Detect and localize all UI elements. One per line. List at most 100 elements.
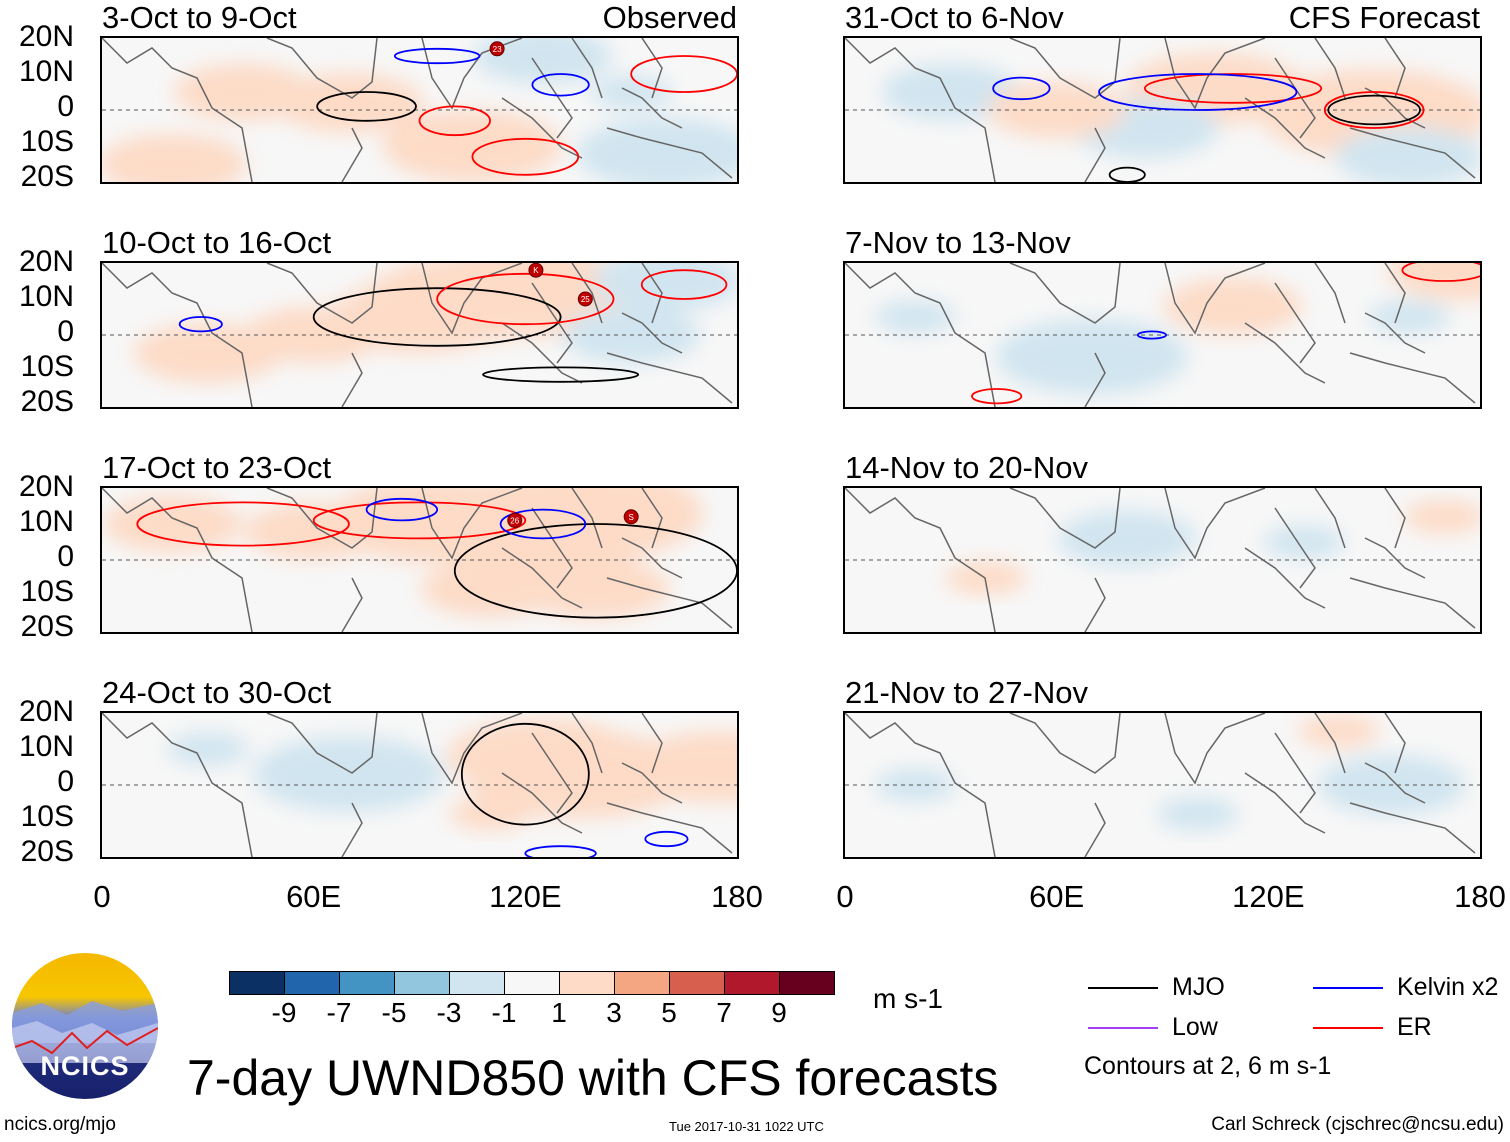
coastline: [501, 772, 583, 834]
coastline: [1244, 547, 1326, 609]
lon-tick-label: 180: [1454, 879, 1506, 914]
coastline: [1364, 87, 1426, 129]
mjo-contour: [1327, 94, 1421, 126]
kelvin-contour: [499, 508, 587, 540]
kelvin-contour: [1136, 330, 1167, 340]
colorbar-swatch: [615, 972, 670, 994]
er-contour: [418, 105, 491, 137]
coastline: [1244, 772, 1326, 834]
panel-title: 10-Oct to 16-Oct: [102, 225, 332, 260]
anomaly-shading: [446, 718, 639, 795]
footer-author: Carl Schreck (cjschrec@ncsu.edu): [1211, 1114, 1504, 1135]
anomaly-shading: [995, 318, 1188, 395]
map-panel: 26 S: [100, 486, 739, 634]
lon-tick-label: 60E: [286, 879, 342, 914]
coastline: [1384, 488, 1406, 549]
panel-label: CFS Forecast: [1288, 0, 1480, 35]
colorbar-swatch: [560, 972, 615, 994]
svg-text:K: K: [533, 266, 539, 275]
coastline: [341, 802, 363, 857]
coastline: [341, 352, 363, 407]
coastline: [1349, 577, 1476, 629]
svg-text:S: S: [628, 513, 633, 522]
colorbar-label: -3: [436, 997, 462, 1028]
colorbar-swatch: [395, 972, 450, 994]
lat-tick-label: 10N: [18, 730, 74, 763]
coastline: [1384, 38, 1406, 99]
coastline: [621, 312, 683, 354]
panel-label: Observed: [602, 0, 737, 35]
coastline: [501, 547, 583, 609]
er-contour: [630, 55, 737, 93]
mjo-contour: [453, 523, 737, 619]
colorbar-label: 3: [606, 997, 622, 1028]
coastline: [1084, 352, 1106, 407]
anomaly-shading: [1298, 714, 1380, 748]
colorbar-label: 1: [551, 997, 567, 1028]
coastline: [1009, 38, 1121, 99]
lat-tick-label: 20N: [18, 245, 74, 278]
panel-title: 7-Nov to 13-Nov: [845, 225, 1071, 260]
coastline: [531, 507, 573, 589]
coastline: [102, 263, 253, 407]
anomaly-shading: [133, 322, 283, 384]
coastline: [266, 263, 378, 324]
coastline: [421, 713, 523, 785]
footer-timestamp: Tue 2017-10-31 1022 UTC: [669, 1119, 824, 1134]
anomaly-shading: [592, 263, 737, 312]
map-panel: [843, 36, 1482, 184]
lat-tick-label: 10N: [18, 55, 74, 88]
footer-link[interactable]: ncics.org/mjo: [4, 1114, 116, 1135]
coastline: [1314, 263, 1346, 324]
anomaly-shading: [103, 495, 242, 553]
coastline: [341, 577, 363, 632]
coastline: [421, 488, 523, 560]
anomaly-shading: [274, 72, 424, 133]
coastline: [1314, 38, 1346, 99]
kelvin-contour: [1098, 73, 1298, 111]
coastline: [531, 282, 573, 364]
lat-tick-label: 20S: [20, 160, 74, 193]
coastline: [621, 762, 683, 804]
colorbar-label: -5: [381, 997, 407, 1028]
anomaly-shading: [252, 736, 445, 813]
lat-tick-label: 0: [57, 315, 74, 348]
kelvin-contour: [178, 316, 223, 333]
coastline: [621, 87, 683, 129]
map-panel: 23: [100, 36, 739, 184]
er-contour: [136, 501, 350, 547]
lat-tick-label: 20N: [18, 470, 74, 503]
coastline: [266, 713, 378, 774]
logo-text: NCICS: [40, 1051, 130, 1081]
tropical-cyclone-marker: 26: [507, 512, 523, 528]
coastline: [1314, 488, 1346, 549]
tropical-cyclone-marker: 25: [577, 291, 593, 307]
panel-title: 3-Oct to 9-Oct: [102, 0, 297, 35]
colorbar-swatch: [505, 972, 560, 994]
coastline: [1009, 713, 1121, 774]
panel-title: 24-Oct to 30-Oct: [102, 675, 332, 710]
anomaly-shading: [874, 768, 957, 802]
coastline: [1084, 802, 1106, 857]
er-contour: [436, 272, 615, 326]
coastline: [571, 713, 603, 774]
er-contour: [1401, 263, 1480, 282]
figure-title: 7-day UWND850 with CFS forecasts: [187, 1050, 999, 1106]
lat-tick-label: 10S: [20, 575, 74, 608]
coastline: [641, 263, 663, 324]
lat-tick-label: 20S: [20, 610, 74, 643]
coastline: [1274, 282, 1316, 364]
colorbar-label: 7: [716, 997, 732, 1028]
mjo-contour: [482, 366, 640, 383]
anomaly-shading: [521, 558, 671, 619]
lat-tick-label: 10N: [18, 505, 74, 538]
anomaly-shading: [945, 561, 1027, 595]
ncics-logo: NCICS: [12, 953, 158, 1099]
anomaly-shading: [1163, 277, 1303, 335]
coastline: [1084, 127, 1106, 182]
kelvin-contour: [531, 73, 590, 97]
map-panel: [843, 486, 1482, 634]
coastline: [1009, 488, 1121, 549]
lat-tick-label: 0: [57, 540, 74, 573]
lat-tick-label: 10N: [18, 280, 74, 313]
